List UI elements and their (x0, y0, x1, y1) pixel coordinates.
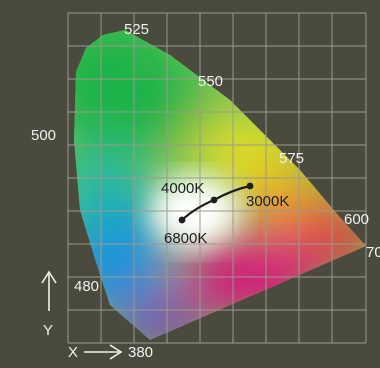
y-axis-indicator: Y (41, 270, 57, 339)
x-axis-indicator: X (68, 344, 123, 361)
wavelength-525: 525 (124, 21, 149, 38)
label-6800k: 6800K (164, 230, 207, 247)
wavelength-575: 575 (279, 150, 304, 167)
x-axis-label: X (68, 344, 78, 361)
wavelength-550: 550 (198, 73, 223, 90)
wavelength-500: 500 (31, 127, 56, 144)
y-axis-label: Y (43, 322, 53, 339)
gamut-fill (74, 30, 366, 340)
point-4000k (210, 196, 218, 204)
label-3000k: 3000K (246, 193, 289, 210)
wavelength-380: 380 (128, 344, 153, 361)
wavelength-600: 600 (344, 211, 369, 228)
planckian-locus (178, 182, 254, 224)
wavelength-700: 70 (366, 244, 380, 261)
wavelength-480: 480 (74, 278, 99, 295)
point-3000k (246, 182, 254, 190)
label-4000k: 4000K (161, 180, 204, 197)
grid (67, 12, 367, 344)
point-6800k (178, 216, 186, 224)
